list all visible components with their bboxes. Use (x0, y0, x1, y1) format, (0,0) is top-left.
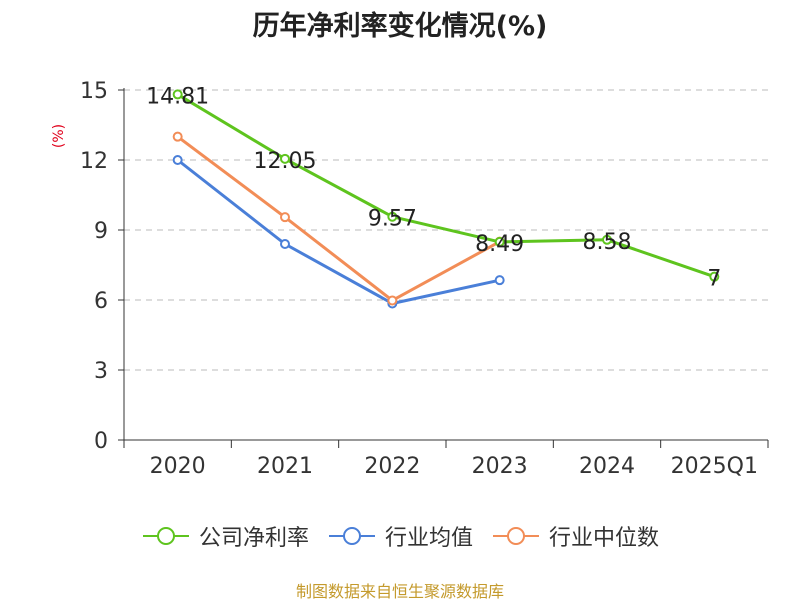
data-point (387, 295, 398, 306)
data-point (602, 234, 612, 245)
y-tick-label: 3 (94, 359, 108, 384)
legend: 公司净利率 行业均值 行业中位数 (0, 520, 800, 552)
y-tick-label: 9 (94, 219, 108, 244)
x-tick-label: 2023 (472, 454, 528, 479)
data-point (494, 275, 505, 286)
data-label: 14.81 (146, 84, 209, 109)
legend-swatch-industry-mean (328, 527, 375, 545)
data-label: 7 (707, 267, 721, 292)
legend-item-industry-median[interactable]: 行业中位数 (491, 520, 659, 552)
legend-swatch-company (142, 527, 189, 545)
y-tick-label: 15 (80, 79, 108, 104)
data-point (172, 89, 183, 100)
source-note: 制图数据来自恒生聚源数据库 (295, 582, 504, 601)
legend-swatch-industry-median (493, 527, 539, 545)
data-point (172, 155, 183, 165)
legend-item-company[interactable]: 公司净利率 (141, 520, 309, 552)
legend-label-industry-mean: 行业均值 (384, 526, 473, 551)
x-tick-label: 2025Q1 (671, 454, 758, 479)
x-tick-label: 2022 (364, 454, 420, 479)
legend-label-company: 公司净利率 (198, 526, 309, 551)
y-tick-label: 12 (80, 149, 108, 174)
data-point (280, 153, 290, 164)
x-tick-label: 2024 (579, 454, 635, 479)
data-point (709, 271, 720, 282)
legend-item-industry-mean[interactable]: 行业均值 (327, 520, 473, 552)
data-point (494, 236, 505, 247)
x-tick-label: 2021 (257, 454, 313, 479)
data-label: 12.05 (254, 149, 317, 174)
data-label: 8.49 (475, 232, 524, 257)
y-tick-label: 0 (94, 429, 108, 454)
series-line-1 (176, 158, 500, 305)
y-tick-label: 6 (94, 289, 108, 314)
chart-title: 历年净利率变化情况(%) (252, 11, 548, 42)
legend-label-industry-median: 行业中位数 (549, 526, 660, 551)
data-point (280, 212, 290, 223)
data-label: 8.58 (583, 230, 632, 255)
series-line-0 (176, 93, 715, 279)
series-line-2 (176, 135, 501, 302)
x-tick-label: 2020 (150, 454, 206, 479)
data-point (387, 211, 398, 222)
data-point (280, 239, 290, 249)
data-label: 9.57 (368, 207, 417, 232)
data-point (172, 131, 183, 142)
